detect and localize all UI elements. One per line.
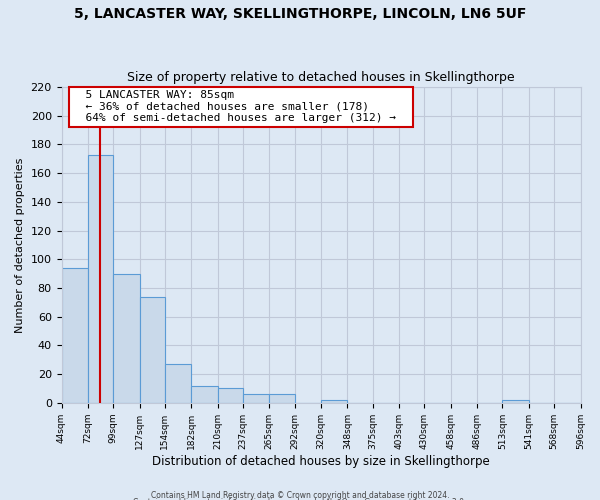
X-axis label: Distribution of detached houses by size in Skellingthorpe: Distribution of detached houses by size … <box>152 454 490 468</box>
Bar <box>191 386 218 403</box>
Bar <box>502 400 529 403</box>
Title: Size of property relative to detached houses in Skellingthorpe: Size of property relative to detached ho… <box>127 72 515 85</box>
Text: 5, LANCASTER WAY, SKELLINGTHORPE, LINCOLN, LN6 5UF: 5, LANCASTER WAY, SKELLINGTHORPE, LINCOL… <box>74 8 526 22</box>
Bar <box>88 154 113 403</box>
Bar <box>243 394 269 403</box>
Bar <box>62 268 88 403</box>
Text: Contains public sector information licensed under the Open Government Licence v.: Contains public sector information licen… <box>133 498 467 500</box>
Bar <box>269 394 295 403</box>
Bar <box>321 400 347 403</box>
Text: Contains HM Land Registry data © Crown copyright and database right 2024.: Contains HM Land Registry data © Crown c… <box>151 490 449 500</box>
Bar <box>218 388 243 403</box>
Bar <box>113 274 140 403</box>
Bar <box>140 296 165 403</box>
Text: 5 LANCASTER WAY: 85sqm
  ← 36% of detached houses are smaller (178)
  64% of sem: 5 LANCASTER WAY: 85sqm ← 36% of detached… <box>72 90 409 124</box>
Bar <box>165 364 191 403</box>
Y-axis label: Number of detached properties: Number of detached properties <box>15 158 25 332</box>
